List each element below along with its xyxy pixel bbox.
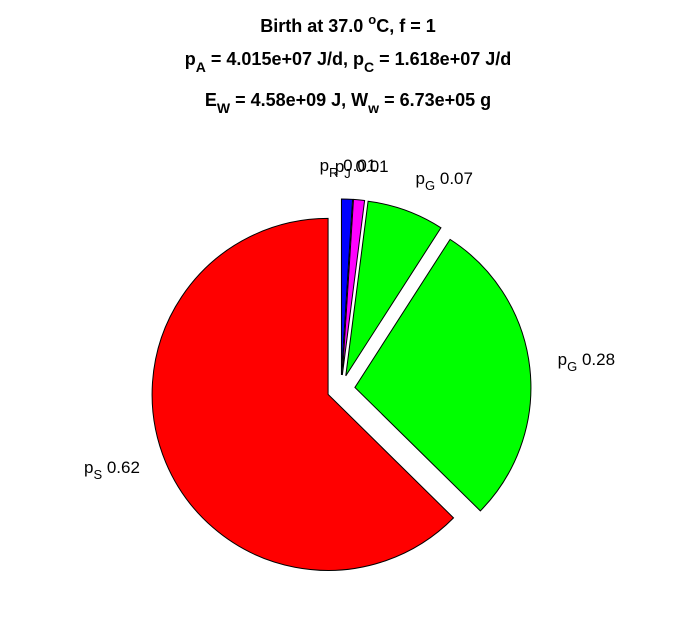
slice-label-3: pG 0.28 bbox=[558, 350, 615, 374]
title-line-1: Birth at 37.0 oC, f = 1 bbox=[260, 12, 436, 36]
slice-label-1: pJ 0.01 bbox=[335, 157, 389, 181]
pie-slice-pJ-1 bbox=[341, 198, 366, 376]
slice-label-2: pG 0.07 bbox=[416, 169, 473, 193]
pie-slice-pS-4 bbox=[151, 217, 455, 571]
slice-label-4: pS 0.62 bbox=[84, 458, 140, 482]
pie-slices bbox=[151, 198, 532, 571]
pie-slice-pG-2 bbox=[345, 200, 442, 377]
slice-label-0: pR 0.01 bbox=[320, 156, 377, 180]
chart-title: Birth at 37.0 oC, f = 1 pA = 4.015e+07 J/… bbox=[185, 12, 511, 116]
pie-slice-pR-0 bbox=[340, 198, 354, 376]
title-line-2: pA = 4.015e+07 J/d, pC = 1.618e+07 J/d bbox=[185, 49, 511, 75]
title-line-3: EW = 4.58e+09 J, Ww = 6.73e+05 g bbox=[205, 90, 491, 116]
pie-slice-pG-3 bbox=[354, 238, 532, 512]
